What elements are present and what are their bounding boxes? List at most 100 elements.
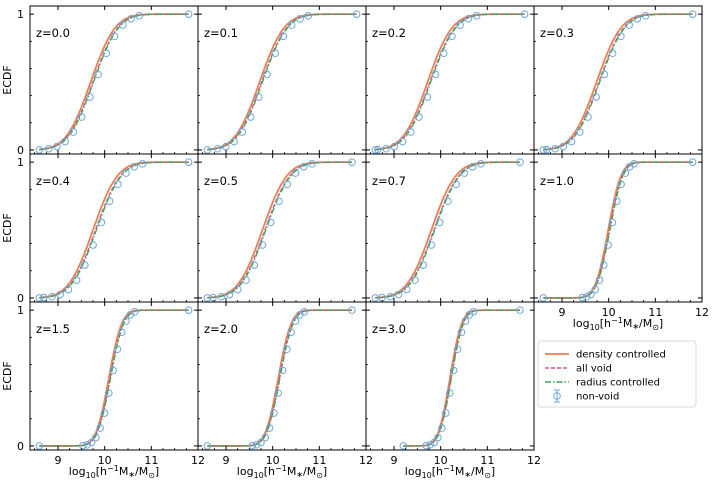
non-void-point	[398, 137, 407, 146]
non-void-point	[184, 306, 193, 314]
legend-swatch-non-void-marker	[553, 392, 561, 400]
x-tick-label: 12	[695, 306, 709, 319]
non-void-point	[117, 328, 126, 337]
non-void-point	[595, 276, 604, 284]
non-void-point	[477, 160, 485, 168]
non-void-point	[274, 389, 282, 397]
panel-3: z=0.2	[365, 5, 535, 155]
legend-label-non-void: non-void	[576, 392, 619, 403]
non-void-point	[452, 180, 460, 189]
non-void-point	[279, 32, 288, 41]
non-void-point	[559, 142, 568, 151]
non-void-point	[135, 12, 144, 20]
non-void-point	[238, 128, 247, 136]
non-void-point	[575, 128, 584, 136]
non-void-point	[402, 285, 411, 294]
series-radius-controlled-line-3	[375, 13, 525, 151]
non-void-point	[390, 142, 399, 151]
redshift-label: z=1.0	[540, 174, 574, 188]
non-void-point	[287, 328, 295, 337]
non-void-point	[472, 12, 481, 20]
x-axis-label-col3: log10[h−1M∗/M⊙]	[405, 464, 495, 480]
y-tick-label: 1	[17, 304, 24, 317]
non-void-point	[250, 261, 259, 269]
non-void-point	[122, 317, 130, 325]
non-void-point	[296, 15, 304, 23]
non-void-point	[431, 70, 440, 79]
non-void-point	[225, 290, 234, 299]
non-void-point	[448, 32, 456, 41]
non-void-point	[457, 328, 466, 337]
series-density-controlled-line-5	[39, 161, 189, 299]
non-void-point	[102, 49, 111, 58]
x-tick-label: 10	[266, 454, 280, 467]
non-void-point	[271, 49, 280, 58]
non-void-point	[399, 442, 408, 450]
non-void-point	[100, 409, 109, 417]
non-void-point	[230, 137, 238, 146]
panel-11: 9 10 11 12 z=3.0	[365, 301, 541, 467]
non-void-point	[591, 285, 599, 294]
non-void-point	[592, 93, 600, 101]
non-void-point	[248, 441, 257, 450]
non-void-point	[81, 261, 89, 269]
non-void-point	[520, 10, 529, 18]
non-void-point	[217, 292, 226, 301]
x-tick-label: 10	[434, 454, 448, 467]
non-void-point	[86, 93, 94, 101]
non-void-point	[308, 160, 316, 168]
non-void-point	[374, 145, 382, 154]
x-tick-label: 9	[223, 454, 230, 467]
non-void-point	[53, 142, 61, 151]
non-void-point	[438, 424, 446, 432]
redshift-label: z=1.5	[36, 322, 70, 336]
redshift-label: z=2.0	[204, 322, 238, 336]
non-void-point	[423, 93, 432, 101]
non-void-point	[35, 442, 44, 450]
non-void-point	[44, 144, 53, 153]
non-void-point	[234, 285, 242, 294]
non-void-point	[184, 10, 193, 18]
x-tick-label: 9	[391, 454, 398, 467]
x-axis-label-col1: log10[h−1M∗/M⊙]	[69, 464, 159, 480]
non-void-point	[79, 441, 87, 450]
non-void-point	[270, 409, 278, 417]
non-void-point	[371, 146, 380, 154]
non-void-point	[257, 438, 265, 447]
non-void-point	[291, 169, 300, 177]
y-axis-label-row1: ECDF	[1, 65, 14, 94]
series-radius-controlled-line-2	[207, 13, 357, 151]
non-void-point	[516, 306, 524, 314]
series-radius-controlled-line-9	[39, 309, 189, 447]
non-void-point	[419, 261, 428, 269]
redshift-label: z=0.3	[540, 26, 574, 40]
non-void-point	[184, 158, 193, 166]
non-void-point	[110, 32, 119, 41]
non-void-point	[94, 70, 102, 79]
panel-9: 0 1 9 10 11 12 z=1.5	[17, 301, 205, 467]
x-axis-label-col2: log10[h−1M∗/M⊙]	[237, 464, 327, 480]
non-void-point	[96, 424, 104, 432]
non-void-point	[130, 308, 139, 316]
legend-label-radius-controlled: radius controlled	[576, 378, 660, 389]
non-void-point	[130, 163, 139, 171]
legend-frame	[537, 340, 697, 408]
non-void-point	[113, 345, 122, 354]
non-void-point	[464, 15, 473, 23]
non-void-point	[604, 241, 612, 249]
non-void-point	[283, 180, 292, 189]
panel-5: 0 1 z=0.4	[17, 153, 199, 305]
non-void-point	[72, 276, 81, 284]
non-void-point	[283, 345, 291, 354]
non-void-point	[64, 285, 73, 294]
series-density-controlled-line-2	[206, 13, 357, 151]
non-void-point	[415, 113, 423, 121]
y-tick-label: 1	[17, 156, 24, 169]
redshift-label: z=0.5	[204, 174, 238, 188]
non-void-point	[97, 218, 106, 227]
non-void-point	[278, 366, 287, 375]
non-void-point	[109, 366, 117, 375]
non-void-point	[266, 218, 275, 227]
non-void-point	[265, 424, 274, 432]
